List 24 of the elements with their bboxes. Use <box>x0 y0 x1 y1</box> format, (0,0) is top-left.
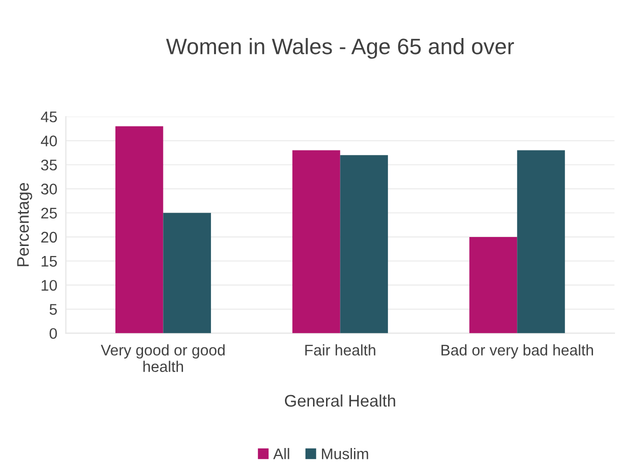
x-tick-label: Fair health <box>305 344 376 356</box>
bar <box>340 155 388 334</box>
bar <box>469 236 518 334</box>
y-tick-label: 5 <box>50 304 57 315</box>
y-tick-label: 40 <box>40 136 57 146</box>
x-tick-label: Very good or good health <box>100 344 225 372</box>
bar <box>517 150 565 334</box>
chart-title: Women in Wales - Age 65 and over <box>166 38 514 59</box>
bar <box>115 126 164 334</box>
y-tick-label: 0 <box>50 328 57 339</box>
x-axis-title: General Health <box>284 394 396 407</box>
legend-label: All <box>273 448 290 460</box>
bar <box>292 150 340 334</box>
y-tick-label: 10 <box>42 280 57 291</box>
y-tick-label: 35 <box>41 160 57 170</box>
y-tick-label: 20 <box>41 232 57 243</box>
y-tick-label: 45 <box>40 112 57 122</box>
y-tick-label: 25 <box>41 208 57 219</box>
y-tick-label: 30 <box>41 184 57 194</box>
legend-label: Muslim <box>322 448 368 460</box>
y-axis-title: Percentage <box>17 183 32 266</box>
x-tick-label: Bad or very bad health <box>442 344 593 359</box>
bar <box>163 212 211 334</box>
y-tick-label: 15 <box>42 256 57 267</box>
